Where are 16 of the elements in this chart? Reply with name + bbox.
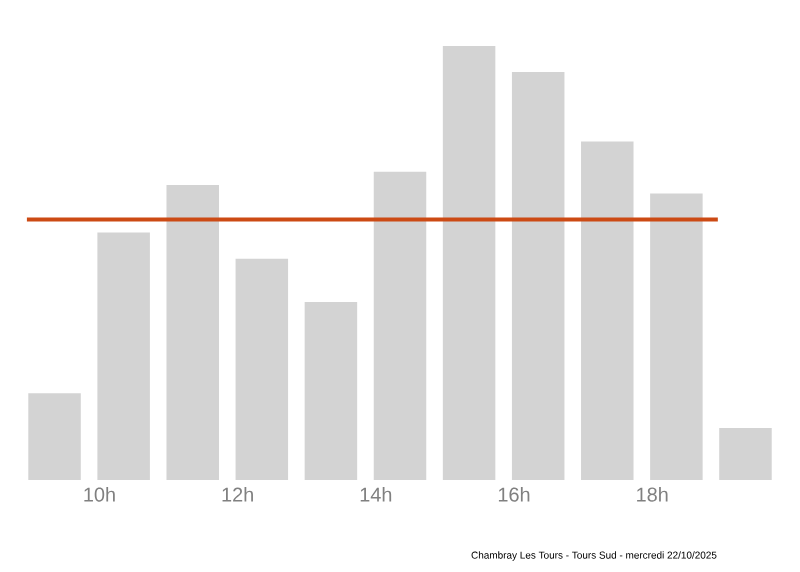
bar <box>650 193 703 480</box>
x-tick-label: 12h <box>222 487 253 502</box>
x-tick-label: 10h <box>84 487 115 502</box>
x-tick-label: 14h <box>360 487 392 502</box>
bar <box>304 302 358 480</box>
bar <box>581 141 634 480</box>
x-tick-label: 18h <box>637 487 668 502</box>
bar <box>511 72 565 480</box>
bar <box>235 258 289 480</box>
x-tick-label: 16h <box>498 487 530 502</box>
bar <box>719 427 772 480</box>
bar <box>373 171 427 480</box>
bar <box>97 232 150 480</box>
bar <box>442 45 496 480</box>
bar <box>166 184 219 480</box>
bar <box>28 393 81 480</box>
